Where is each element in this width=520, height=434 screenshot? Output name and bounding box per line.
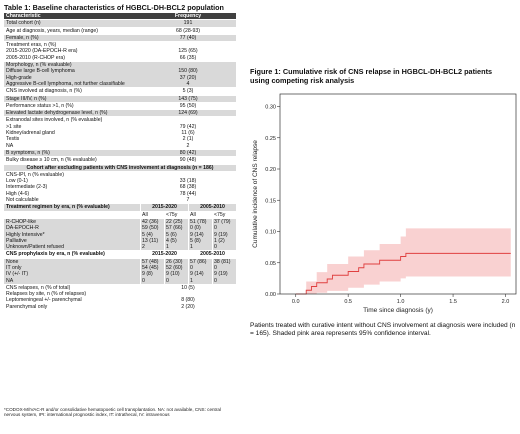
treatment-col: 42 (36) 59 (50) 5 (4) 13 (11) 2 — [140, 218, 164, 251]
subhead: All — [188, 211, 212, 218]
y-tick-label: 0.05 — [265, 261, 276, 267]
header-characteristic: Characteristic — [6, 13, 41, 19]
row-value: 125 (65) 66 (35) — [178, 48, 198, 61]
figure-title: Figure 1: Cumulative risk of CNS relapse… — [250, 67, 493, 85]
table-header-row: Characteristic Frequency — [4, 13, 236, 21]
row-label: Elevated lactate dehydrogenase level, n … — [6, 110, 108, 117]
table-row: Performance status >1, n (%) 95 (50) — [4, 102, 236, 111]
subhead: All — [140, 211, 164, 218]
table-row: Extranodal sites involved, n (% evaluabl… — [4, 117, 236, 150]
treatment-era1: 2015-2020 — [140, 204, 188, 211]
subhead: <75y — [164, 211, 188, 218]
confidence-band — [295, 228, 511, 294]
cnsipi-label: CNS-IPI, n (% evaluable) Low (0-1) Inter… — [6, 171, 64, 204]
row-value: 95 (50) — [179, 102, 197, 109]
relapse-values: 10 (5) 8 (80) 2 (20) — [181, 284, 195, 310]
table-row: R-CHOP-like DA-EPOCH-R Highly Intensive*… — [4, 218, 236, 252]
prophylaxis-era2: 2005-2010 — [188, 251, 236, 258]
row-value: 68 (28-93) — [176, 27, 200, 34]
table-row: Stage III/IV, n (%) 143 (75) — [4, 95, 236, 103]
table-row: CNS relapses, n (% of total) Relapses by… — [4, 284, 236, 312]
treatment-labels: R-CHOP-like DA-EPOCH-R Highly Intensive*… — [6, 218, 64, 251]
treatment-subhead-row: All <75y All <75y — [4, 211, 236, 219]
row-label: B symptoms, n (%) — [6, 149, 50, 156]
row-value: 79 (42) 11 (6) 2 (1) 2 — [179, 123, 197, 149]
table-row: CNS involved at diagnosis, n (%) 5 (3) — [4, 88, 236, 96]
prophylaxis-col: 57 (48) 54 (45) 9 (8) 0 — [140, 258, 164, 284]
incidence-line — [295, 252, 511, 295]
prophylaxis-col: 38 (81) 0 9 (19) 0 — [212, 258, 236, 284]
row-value: 124 (69) — [178, 110, 198, 117]
y-tick-label: 0.15 — [265, 198, 276, 204]
cnsipi-value: 33 (18) 68 (38) 78 (44) 7 — [179, 178, 197, 204]
table-row: None IT only IV (+/- IT) NA 57 (48) 54 (… — [4, 258, 236, 285]
plot-frame — [279, 93, 517, 295]
table-row: CNS-IPI, n (% evaluable) Low (0-1) Inter… — [4, 171, 236, 205]
row-label: Morphology, n (% evaluable) Diffuse larg… — [6, 62, 125, 87]
treatment-era2: 2005-2010 — [188, 204, 236, 211]
table-title: Table 1: Baseline characteristics of HGB… — [4, 3, 224, 12]
table-row: Female, n (%) 77 (40) — [4, 34, 236, 43]
x-tick-label: 0.0 — [292, 299, 300, 305]
x-axis-label: Time since diagnosis (y) — [363, 307, 433, 314]
header-frequency: Frequency — [174, 13, 202, 19]
table-row: Bulky disease ≥ 10 cm, n (% evaluable) 90… — [4, 157, 236, 165]
row-label: Performance status >1, n (%) — [6, 102, 74, 109]
row-value: 150 (80) 37 (20) 4 — [178, 68, 198, 87]
prophylaxis-col: 57 (86) 0 9 (14) 1 — [188, 258, 212, 284]
table-footnote: *CODOX-M/IVAC-R and/or consolidative hem… — [4, 407, 221, 418]
row-value: 191 — [183, 20, 193, 27]
treatment-col: 37 (79) 0 9 (19) 1 (2) 0 — [212, 218, 236, 251]
baseline-table: Characteristic Frequency Total cohort (n… — [4, 13, 236, 312]
prophylaxis-section-title: CNS prophylaxis by era, n (% evaluable) … — [4, 251, 236, 259]
cumulative-incidence-chart: 0.00 0.05 0.10 0.15 0.20 0.25 0.30 0.0 0.5 1.0 1.5… — [252, 93, 517, 314]
row-value: 143 (75) — [178, 95, 198, 102]
row-label: Stage III/IV, n (%) — [6, 95, 47, 102]
y-tick-label: 0.20 — [265, 167, 276, 173]
x-tick-label: 2.0 — [502, 299, 510, 305]
y-tick-label: 0.30 — [265, 105, 276, 111]
row-label: Female, n (%) — [6, 34, 39, 41]
row-label: Extranodal sites involved, n (% evaluabl… — [6, 117, 103, 149]
prophylaxis-era1: 2015-2020 — [140, 251, 188, 258]
row-label: Treatment eras, n (%) 2015-2020 (DA-EPOC… — [6, 42, 78, 61]
prophylaxis-labels: None IT only IV (+/- IT) NA — [6, 258, 29, 284]
y-tick-label: 0.25 — [265, 136, 276, 142]
y-tick-label: 0.10 — [265, 230, 276, 236]
row-label: Age at diagnosis, years, median (range) — [6, 27, 98, 34]
figure-caption: Patients treated with curative intent wi… — [250, 322, 516, 337]
subhead: <75y — [212, 211, 236, 218]
row-value: 77 (40) — [179, 34, 197, 41]
row-label: CNS involved at diagnosis, n (%) — [6, 88, 82, 95]
y-tick-label: 0.00 — [265, 292, 276, 298]
x-tick-label: 1.0 — [397, 299, 405, 305]
table-row: Age at diagnosis, years, median (range) 6… — [4, 27, 236, 35]
y-axis-label: Cumulative incidence of CNS relapse — [252, 140, 259, 248]
treatment-col: 51 (78) 0 (0) 9 (14) 5 (8) 1 — [188, 218, 212, 251]
row-label: Total cohort (n) — [6, 20, 41, 27]
prophylaxis-col: 26 (30) 52 (60) 9 (10) 0 — [164, 258, 188, 284]
treatment-section-title: Treatment regimen by era, n (% evaluable… — [4, 204, 236, 212]
table-row: Treatment eras, n (%) 2015-2020 (DA-EPOC… — [4, 42, 236, 63]
cohort-section-title: Cohort after excluding patients with CNS… — [4, 164, 236, 172]
row-label: Bulky disease ≥ 10 cm, n (% evaluable) — [6, 157, 97, 164]
relapse-labels: CNS relapses, n (% of total) Relapses by… — [6, 284, 87, 310]
row-value: 90 (48) — [179, 157, 197, 164]
table-row: Elevated lactate dehydrogenase level, n … — [4, 110, 236, 118]
table-row: Morphology, n (% evaluable) Diffuse larg… — [4, 62, 236, 89]
x-tick-label: 0.5 — [344, 299, 352, 305]
table-row: B symptoms, n (%) 80 (42) — [4, 149, 236, 158]
row-value: 80 (42) — [179, 149, 197, 156]
table-row: Total cohort (n) 191 — [4, 20, 236, 28]
row-value: 5 (3) — [182, 88, 194, 95]
treatment-col: 22 (25) 57 (66) 5 (6) 4 (5) 1 — [164, 218, 188, 251]
x-tick-label: 1.5 — [449, 299, 457, 305]
